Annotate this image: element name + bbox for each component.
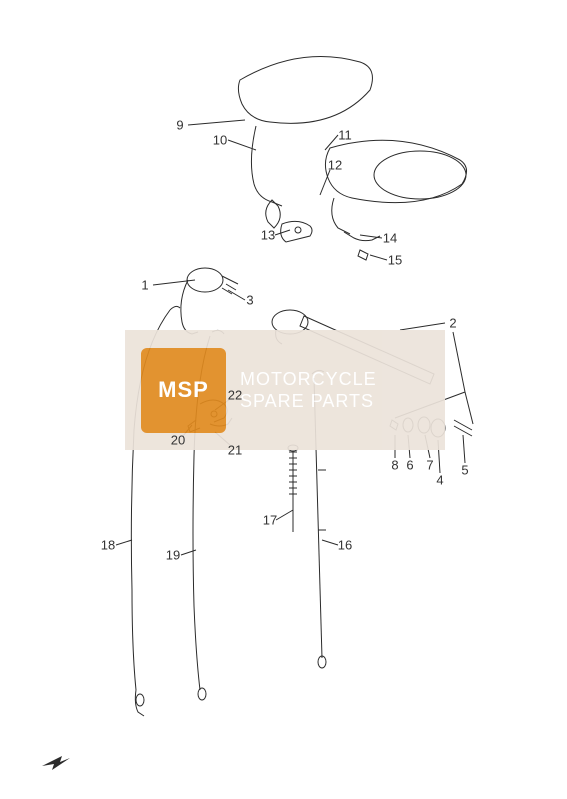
leader-line — [408, 435, 410, 458]
callout-7: 7 — [426, 458, 433, 473]
callout-22: 22 — [228, 388, 242, 403]
bolt-3 — [222, 284, 236, 294]
screw-17 — [288, 445, 298, 532]
mirror-left — [238, 56, 372, 228]
callout-9: 9 — [176, 118, 183, 133]
callout-6: 6 — [406, 458, 413, 473]
leader-line — [425, 435, 430, 458]
callout-16: 16 — [338, 538, 352, 553]
leader-line — [275, 230, 290, 235]
callout-19: 19 — [166, 548, 180, 563]
callout-1: 1 — [141, 278, 148, 293]
leader-line — [438, 440, 440, 473]
leader-line — [153, 280, 195, 285]
leader-line — [320, 170, 330, 195]
leader-line — [370, 255, 387, 260]
handlebar-right — [272, 310, 434, 384]
callout-4: 4 — [436, 473, 443, 488]
cable-19 — [193, 330, 224, 700]
leader-line — [276, 510, 293, 520]
callout-11: 11 — [338, 128, 352, 143]
leader-line — [228, 290, 245, 300]
callout-2: 2 — [449, 316, 456, 331]
callout-10: 10 — [213, 133, 227, 148]
handlebar-holder-left — [181, 268, 238, 334]
diagram-canvas — [0, 0, 567, 799]
leader-line — [463, 435, 465, 463]
callout-18: 18 — [101, 538, 115, 553]
leader-line — [181, 550, 196, 555]
callout-5: 5 — [461, 463, 468, 478]
leader-line — [228, 140, 256, 150]
callout-20: 20 — [171, 433, 185, 448]
corner-arrow-icon — [42, 742, 72, 772]
leader-line — [400, 323, 445, 330]
callout-21: 21 — [228, 443, 242, 458]
callout-14: 14 — [383, 231, 397, 246]
callout-12: 12 — [328, 158, 342, 173]
cable-18 — [131, 306, 180, 716]
callout-3: 3 — [246, 293, 253, 308]
cable-16 — [312, 370, 326, 668]
mirror-right — [325, 140, 466, 240]
bracket-cluster — [188, 400, 232, 432]
callout-8: 8 — [391, 458, 398, 473]
leader-line — [322, 540, 338, 545]
bar-end-group — [390, 332, 473, 437]
bolt-15 — [358, 250, 368, 260]
leader-line — [188, 120, 245, 125]
callout-17: 17 — [263, 513, 277, 528]
callout-15: 15 — [388, 253, 402, 268]
leader-line — [116, 540, 132, 545]
callout-13: 13 — [261, 228, 275, 243]
